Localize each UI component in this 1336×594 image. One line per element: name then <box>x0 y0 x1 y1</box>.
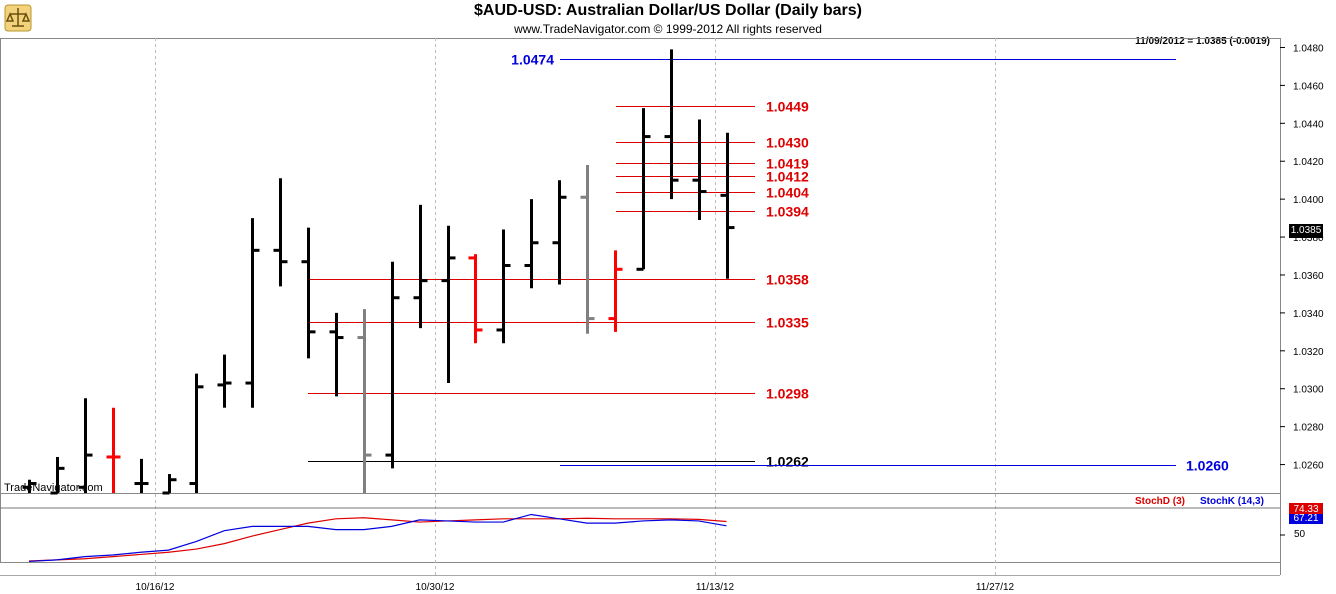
y-tick-label: 1.0280 <box>1293 423 1324 434</box>
ohlc-bar <box>496 229 511 344</box>
stoch-k-line <box>28 513 727 563</box>
chart-title: $AUD-USD: Australian Dollar/US Dollar (D… <box>474 2 862 19</box>
ohlc-bar <box>273 178 288 287</box>
ohlc-bar <box>22 479 37 493</box>
ohlc-bar <box>441 225 456 384</box>
ohlc-bar <box>50 456 65 495</box>
ohlc-bar <box>301 227 316 359</box>
trade-navigator-logo <box>4 4 32 32</box>
stoch-k-legend: StochK (14,3) <box>1200 496 1264 507</box>
level-label: 1.0449 <box>766 99 809 115</box>
y-tick-label: 1.0420 <box>1293 157 1324 168</box>
ohlc-bar <box>664 49 679 200</box>
stoch-d-legend: StochD (3) <box>1135 496 1185 507</box>
y-tick-label: 1.0480 <box>1293 43 1324 54</box>
ohlc-bar <box>78 398 93 493</box>
ohlc-bar <box>413 204 428 329</box>
level-label: 1.0430 <box>766 135 809 151</box>
last-price-box: 1.0385 <box>1289 224 1323 238</box>
ohlc-bar <box>217 354 232 408</box>
ohlc-bar <box>106 407 121 493</box>
ohlc-bar <box>385 261 400 469</box>
stoch-d-value-box: 74.33 <box>1289 503 1323 517</box>
ohlc-bar <box>608 250 623 332</box>
y-tick-label: 1.0360 <box>1293 271 1324 282</box>
watermark: TradeNavigator.com <box>4 482 103 494</box>
y-tick-label: 1.0460 <box>1293 81 1324 92</box>
ohlc-bar <box>245 218 260 408</box>
ohlc-bar <box>720 132 735 279</box>
ohlc-bar <box>552 180 567 285</box>
x-tick-label: 11/27/12 <box>976 582 1015 593</box>
level-label: 1.0394 <box>766 204 809 220</box>
y-tick-label: 1.0380 <box>1293 233 1324 244</box>
stoch-d-line <box>28 517 727 562</box>
ohlc-bar <box>636 108 651 271</box>
y-tick-label: 1.0340 <box>1293 309 1324 320</box>
ohlc-bar <box>580 165 595 334</box>
level-label: 1.0298 <box>766 386 809 402</box>
ohlc-bar <box>134 458 149 493</box>
ohlc-bar <box>468 254 483 344</box>
x-tick-label: 11/13/12 <box>696 582 735 593</box>
y-tick-label: 1.0260 <box>1293 461 1324 472</box>
level-label: 1.0474 <box>511 52 554 68</box>
level-label: 1.0260 <box>1186 458 1229 474</box>
ohlc-bar <box>162 474 177 495</box>
stoch-k-value-box: 67.21 <box>1289 514 1323 524</box>
level-label: 1.0412 <box>766 169 809 185</box>
level-label: 1.0358 <box>766 272 809 288</box>
y-tick-label: 1.0300 <box>1293 385 1324 396</box>
x-tick-label: 10/16/12 <box>136 582 175 593</box>
last-quote: 11/09/2012 = 1.0385 (-0.0019) <box>1135 36 1270 47</box>
stoch-level-label: 50 <box>1294 529 1306 540</box>
ohlc-bar <box>357 309 372 493</box>
level-label: 1.0262 <box>766 454 809 470</box>
ohlc-bar <box>692 119 707 220</box>
y-tick-label: 1.0320 <box>1293 347 1324 358</box>
ohlc-bar <box>524 199 539 289</box>
ohlc-bar <box>329 312 344 397</box>
level-label: 1.0404 <box>766 185 809 201</box>
copyright-subtitle: www.TradeNavigator.com © 1999-2012 All r… <box>514 22 822 36</box>
level-label: 1.0419 <box>766 156 809 172</box>
x-tick-label: 10/30/12 <box>416 582 455 593</box>
y-tick-label: 1.0400 <box>1293 195 1324 206</box>
level-label: 1.0335 <box>766 315 809 331</box>
y-tick-label: 1.0440 <box>1293 119 1324 130</box>
ohlc-bar <box>189 373 204 493</box>
